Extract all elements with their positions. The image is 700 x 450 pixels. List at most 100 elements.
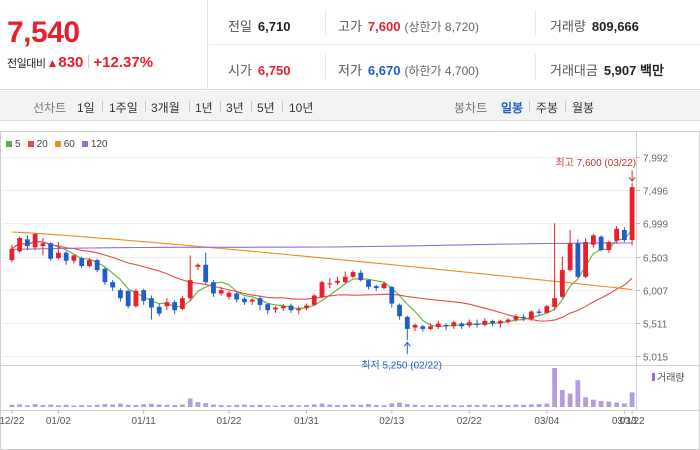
volume-bar xyxy=(118,403,123,407)
candle xyxy=(32,232,38,251)
period-1w-button[interactable]: 1주일 xyxy=(109,101,138,115)
candle-body xyxy=(513,316,519,320)
candle-body xyxy=(164,302,170,307)
open-label: 시가 xyxy=(228,63,252,78)
candle xyxy=(296,306,302,315)
x-tick-label: 03/04 xyxy=(534,416,559,427)
volume-bar xyxy=(94,404,100,407)
volume-bar xyxy=(335,405,340,407)
period-5y-button[interactable]: 5년 xyxy=(257,101,275,115)
candle-body xyxy=(366,280,371,287)
volume-bar xyxy=(567,393,573,407)
candle-body xyxy=(474,323,480,325)
upper-limit: (상한가 8,720) xyxy=(404,20,479,34)
candle xyxy=(505,318,511,324)
high-label: 고가 xyxy=(338,19,362,34)
candle xyxy=(164,298,170,311)
prev-close-value: 6,710 xyxy=(257,19,291,34)
period-3y-button[interactable]: 3년 xyxy=(226,101,244,115)
volume-bar xyxy=(497,404,503,407)
candle-body xyxy=(420,326,426,329)
candle-body xyxy=(180,298,185,309)
current-price: 7,540 xyxy=(7,16,80,49)
x-tick-label: 02/22 xyxy=(457,416,482,427)
legend-item-ma20: 20 xyxy=(27,139,48,150)
period-weekly-button[interactable]: 주봉 xyxy=(536,101,559,115)
candle xyxy=(451,320,457,329)
open-value: 6,750 xyxy=(257,63,291,78)
period-bar: 선차트 1일 1주일 3개월 1년 3년 5년 10년 봉차트 일봉 주봉 월봉 xyxy=(0,91,700,121)
candle xyxy=(195,263,201,271)
period-1d-button[interactable]: 1일 xyxy=(77,101,95,115)
period-1y-button[interactable]: 1년 xyxy=(195,101,213,115)
candle-body xyxy=(590,235,596,245)
divider xyxy=(209,44,700,45)
volume-bar xyxy=(412,404,418,407)
amount-label: 거래대금 xyxy=(550,63,598,78)
candle-body xyxy=(342,276,348,283)
candle-body xyxy=(567,243,573,271)
candle xyxy=(211,280,216,297)
volume-bar xyxy=(40,405,46,407)
candle-body xyxy=(17,238,23,252)
candle-body xyxy=(141,290,147,301)
candle xyxy=(94,258,100,273)
candle-body xyxy=(598,236,604,251)
candle-body xyxy=(490,320,495,323)
candle-body xyxy=(110,282,116,288)
candle xyxy=(63,251,69,265)
ma-legend: 5 20 60 120 xyxy=(6,139,115,150)
volume-bar xyxy=(55,405,61,407)
candle-body xyxy=(583,242,589,277)
candle-body xyxy=(249,299,255,302)
candle-body xyxy=(606,242,612,251)
candle-body xyxy=(156,306,162,314)
low-label: 저가 xyxy=(338,63,362,78)
candle-body xyxy=(459,323,464,327)
candle-body xyxy=(125,290,131,307)
y-tick-label: 6,007 xyxy=(643,287,668,298)
ma120-line xyxy=(11,242,633,250)
candle-body xyxy=(63,252,69,261)
x-tick-label: 02/13 xyxy=(379,416,404,427)
candle xyxy=(226,290,232,300)
candle-body xyxy=(621,229,627,241)
up-triangle-icon: ▲ xyxy=(46,56,59,70)
candle xyxy=(373,284,379,291)
candle-body xyxy=(428,326,433,329)
candle-body xyxy=(451,322,457,327)
legend-item-ma5: 5 xyxy=(6,139,21,150)
volume-bar xyxy=(319,403,325,407)
period-3m-button[interactable]: 3개월 xyxy=(151,101,180,115)
volume-stat: 거래량 809,666 xyxy=(550,16,639,35)
divider xyxy=(529,101,530,112)
x-tick-label: 01/11 xyxy=(132,416,157,427)
change-row: 전일대비▲830 +12.37% xyxy=(7,54,153,71)
candle xyxy=(102,267,108,285)
divider xyxy=(102,101,103,112)
candle xyxy=(257,295,263,311)
candle-body xyxy=(536,311,542,313)
volume-bar xyxy=(133,405,139,407)
volume-bar xyxy=(218,405,224,407)
period-10y-button[interactable]: 10년 xyxy=(289,101,314,115)
candle-body xyxy=(149,298,154,308)
period-daily-button[interactable]: 일봉 xyxy=(501,101,524,115)
candle-body xyxy=(389,286,395,304)
period-monthly-button[interactable]: 월봉 xyxy=(572,101,595,115)
candle-body xyxy=(218,290,224,294)
y-tick-label: 5,511 xyxy=(643,320,668,331)
candle xyxy=(48,242,54,261)
candle xyxy=(358,270,364,282)
volume-bar xyxy=(296,405,302,407)
candle xyxy=(203,252,209,285)
candle xyxy=(536,308,542,316)
candle-body xyxy=(614,228,620,241)
candle xyxy=(420,324,426,332)
volume-bar xyxy=(435,405,441,407)
candle xyxy=(598,235,604,252)
y-tick-label: 5,015 xyxy=(643,353,668,364)
candle-body xyxy=(94,260,100,271)
volume-bar xyxy=(381,405,387,407)
